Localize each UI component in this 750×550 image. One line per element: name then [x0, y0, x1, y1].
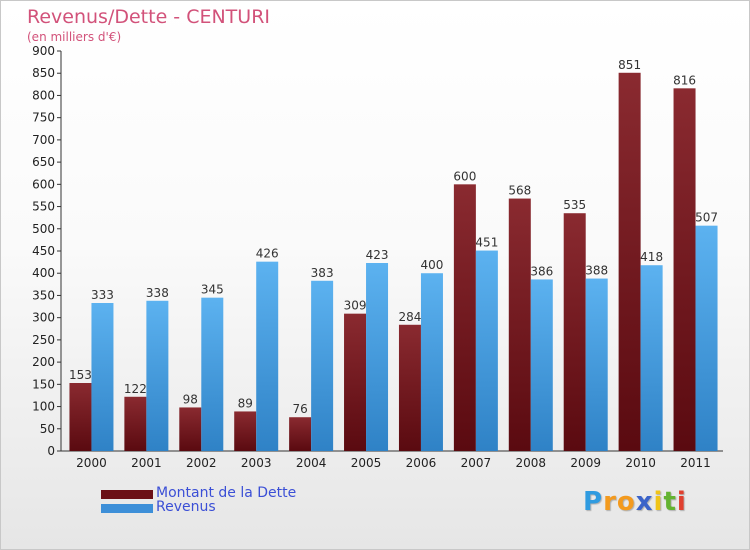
bar-dette	[289, 417, 312, 451]
logo-letter: o	[616, 487, 636, 517]
legend-label-debt: Montant de la Dette	[156, 485, 297, 501]
y-tick-label: 750	[32, 111, 55, 125]
data-label-revenus: 426	[256, 247, 279, 261]
x-tick-label: 2003	[241, 456, 272, 470]
data-label-dette: 535	[563, 198, 586, 212]
y-tick-label: 500	[32, 222, 55, 236]
data-label-dette: 309	[344, 299, 367, 313]
data-label-revenus: 418	[640, 250, 663, 264]
y-tick-label: 400	[32, 266, 55, 280]
x-tick-label: 2009	[570, 456, 601, 470]
x-tick-label: 2005	[351, 456, 382, 470]
data-label-dette: 122	[124, 382, 147, 396]
logo-letter: t	[663, 487, 677, 517]
bars	[69, 72, 718, 452]
bar-revenus	[475, 250, 498, 451]
logo-letter: i	[653, 487, 664, 517]
y-tick-label: 850	[32, 66, 55, 80]
y-tick-label: 50	[40, 422, 55, 436]
bar-dette	[398, 324, 421, 451]
proxiti-logo: Proxiti	[583, 487, 687, 517]
y-tick-label: 550	[32, 200, 55, 214]
logo-letter: x	[635, 487, 654, 517]
y-tick-label: 650	[32, 155, 55, 169]
logo-letter: r	[603, 487, 617, 517]
bar-revenus	[146, 300, 169, 451]
data-label-revenus: 388	[585, 264, 608, 278]
data-label-revenus: 345	[201, 283, 224, 297]
bar-dette	[673, 88, 696, 451]
bar-revenus	[585, 278, 608, 451]
legend-swatch-revenus	[101, 504, 153, 513]
data-label-dette: 568	[508, 184, 531, 198]
data-label-revenus: 386	[530, 264, 553, 278]
data-label-dette: 76	[292, 402, 307, 416]
bar-dette	[563, 213, 586, 451]
x-tick-label: 2001	[131, 456, 162, 470]
x-tick-label: 2006	[406, 456, 437, 470]
bar-revenus	[695, 225, 718, 451]
y-tick-label: 900	[32, 44, 55, 58]
data-labels: 153 333 122 338 98 345 89 426 76 383 309 423 284 400 6…	[69, 58, 718, 416]
y-tick-label: 700	[32, 133, 55, 147]
legend-swatch-debt	[101, 490, 153, 499]
bar-dette	[179, 407, 202, 451]
y-tick-label: 350	[32, 288, 55, 302]
bar-dette	[508, 198, 531, 451]
chart-subtitle: (en milliers d'€)	[27, 30, 122, 44]
logo-letter: i	[676, 487, 687, 517]
x-tick-label: 2008	[516, 456, 547, 470]
bar-dette	[453, 184, 476, 452]
data-label-revenus: 338	[146, 286, 169, 300]
data-label-revenus: 507	[695, 211, 718, 225]
data-label-revenus: 333	[91, 288, 114, 302]
data-label-dette: 816	[673, 73, 696, 87]
data-label-revenus: 451	[475, 236, 498, 250]
bar-revenus	[366, 263, 389, 451]
data-label-dette: 851	[618, 58, 641, 72]
bar-revenus	[201, 297, 224, 451]
y-tick-label: 200	[32, 355, 55, 369]
data-label-dette: 98	[183, 392, 198, 406]
y-tick-label: 150	[32, 377, 55, 391]
data-label-revenus: 400	[421, 258, 444, 272]
y-tick-label: 300	[32, 311, 55, 325]
bar-dette	[234, 411, 257, 451]
bar-revenus	[91, 303, 114, 451]
data-label-dette: 284	[399, 310, 422, 324]
bar-dette	[124, 396, 147, 451]
y-tick-label: 0	[47, 444, 55, 458]
data-label-dette: 89	[238, 396, 253, 410]
data-label-dette: 153	[69, 368, 92, 382]
x-tick-label: 2004	[296, 456, 327, 470]
legend-label-revenus: Revenus	[156, 499, 216, 515]
bar-revenus	[311, 280, 334, 451]
y-tick-label: 600	[32, 177, 55, 191]
bar-revenus	[640, 265, 663, 451]
data-label-revenus: 383	[311, 266, 334, 280]
data-label-dette: 600	[453, 169, 476, 183]
x-tick-label: 2010	[625, 456, 656, 470]
axes: 0 50 100 150 200 250 300 350 400 450 500 550 600 650 7…	[32, 44, 723, 470]
bar-revenus	[256, 261, 279, 451]
bar-dette	[618, 72, 641, 452]
y-tick-label: 800	[32, 88, 55, 102]
data-label-revenus: 423	[366, 248, 389, 262]
x-tick-label: 2000	[76, 456, 107, 470]
x-tick-label: 2007	[461, 456, 492, 470]
y-tick-label: 250	[32, 333, 55, 347]
bar-revenus	[530, 279, 553, 451]
y-tick-label: 450	[32, 244, 55, 258]
bar-dette	[69, 383, 92, 451]
bar-dette	[344, 313, 367, 451]
x-tick-label: 2011	[680, 456, 711, 470]
x-tick-label: 2002	[186, 456, 217, 470]
y-tick-label: 100	[32, 400, 55, 414]
chart-title: Revenus/Dette - CENTURI	[27, 6, 271, 28]
logo-letter: P	[583, 487, 604, 517]
bar-revenus	[420, 273, 443, 451]
